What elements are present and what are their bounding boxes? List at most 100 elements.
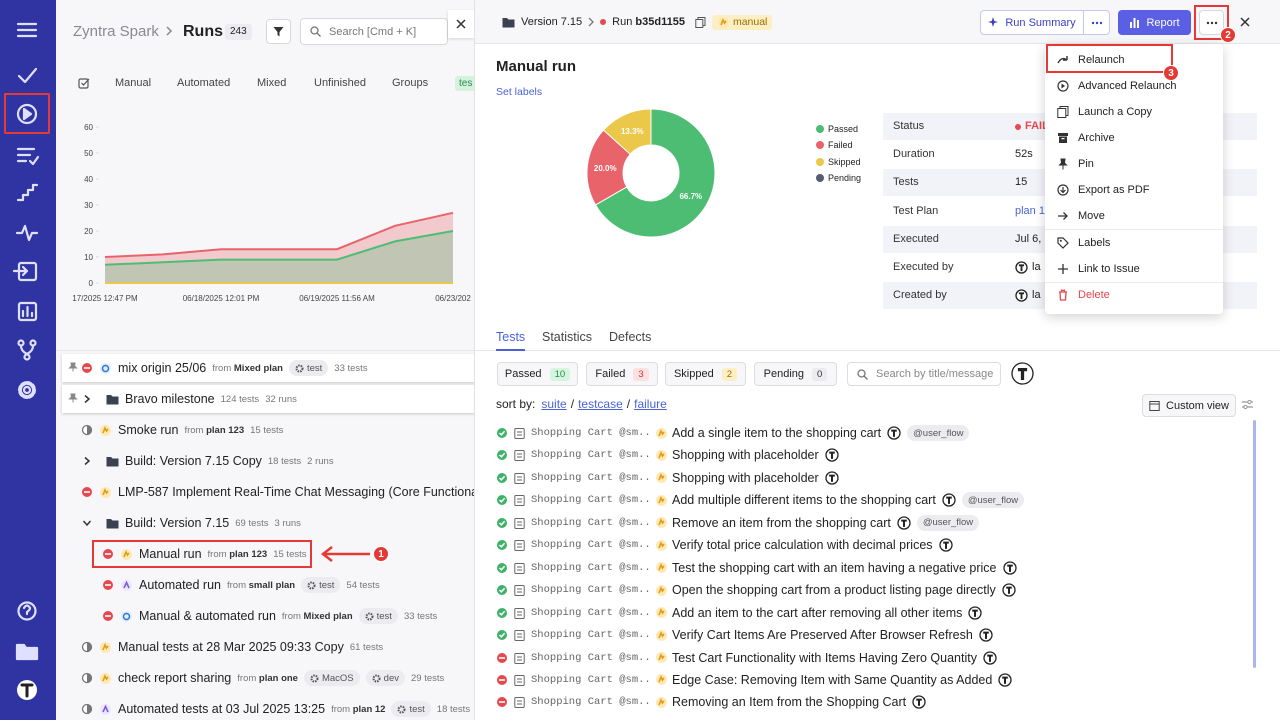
test-row[interactable]: Shopping Cart @sm... Removing an Item fro… bbox=[496, 693, 926, 711]
test-row[interactable]: Shopping Cart @sm... Verify total price c… bbox=[496, 536, 953, 554]
menu-item[interactable]: Link to Issue bbox=[1057, 261, 1140, 277]
status-filter[interactable]: Pending 0 bbox=[754, 362, 837, 386]
summary-more-button[interactable] bbox=[1083, 10, 1110, 35]
annotation-box bbox=[1194, 5, 1229, 40]
help-icon[interactable] bbox=[17, 601, 37, 621]
icon-part bbox=[87, 425, 92, 435]
run-row[interactable]: Manual run from plan 123 15 tests bbox=[102, 544, 307, 564]
test-row[interactable]: Shopping Cart @sm... Open the shopping ca… bbox=[496, 581, 1016, 599]
filter-tab[interactable]: Manual bbox=[115, 77, 152, 89]
avatar bbox=[998, 673, 1012, 687]
run-row[interactable]: Smoke run from plan 123 15 tests bbox=[81, 420, 283, 440]
group-row[interactable]: Build: Version 7.15 Copy 18 tests 2 runs bbox=[82, 451, 334, 471]
steps-icon[interactable] bbox=[16, 183, 39, 202]
close-button[interactable] bbox=[1240, 17, 1250, 27]
run-row[interactable]: check report sharing from plan one MacOS de… bbox=[81, 668, 444, 688]
test-title[interactable]: Add multiple different items to the shop… bbox=[672, 493, 936, 508]
test-row[interactable]: Shopping Cart @sm... Edge Case: Removing … bbox=[496, 671, 1012, 689]
group-row[interactable]: Bravo milestone 124 tests 32 runs bbox=[82, 389, 297, 409]
set-labels-link[interactable]: Set labels bbox=[496, 86, 543, 98]
icon-part bbox=[87, 673, 92, 683]
menu-item[interactable]: Move bbox=[1057, 208, 1105, 224]
menu-item[interactable]: Launch a Copy bbox=[1057, 104, 1152, 120]
custom-view-button[interactable]: Custom view bbox=[1142, 394, 1236, 417]
run-summary-button[interactable]: Run Summary bbox=[980, 10, 1084, 35]
run-row[interactable]: Manual tests at 28 Mar 2025 09:33 Copy 61… bbox=[81, 637, 383, 657]
import-icon[interactable] bbox=[12, 261, 38, 282]
run-row[interactable]: mix origin 25/06 from Mixed plan test 33 te… bbox=[81, 358, 368, 378]
test-title[interactable]: Shopping with placeholder bbox=[672, 470, 819, 485]
test-row[interactable]: Shopping Cart @sm... Test the shopping ca… bbox=[496, 559, 1017, 577]
run-row[interactable]: Manual & automated run from Mixed plan tes… bbox=[102, 606, 437, 626]
test-title[interactable]: Add a single item to the shopping cart bbox=[672, 426, 882, 440]
folder-icon[interactable] bbox=[15, 643, 39, 661]
legend-label: Failed bbox=[828, 140, 853, 151]
branch-icon[interactable] bbox=[17, 339, 37, 361]
test-title[interactable]: Test Cart Functionality with Items Havin… bbox=[672, 650, 977, 665]
menu-item[interactable]: Labels bbox=[1057, 235, 1110, 251]
menu-item[interactable]: Advanced Relaunch bbox=[1057, 78, 1176, 94]
test-title[interactable]: Verify Cart Items Are Preserved After Br… bbox=[672, 628, 973, 643]
filter-button[interactable] bbox=[266, 19, 291, 44]
run-row[interactable]: Automated run from small plan test 54 tests bbox=[102, 575, 380, 595]
run-tab[interactable]: Statistics bbox=[542, 330, 593, 344]
close-button[interactable] bbox=[448, 10, 474, 38]
logo[interactable] bbox=[17, 680, 37, 700]
assignee-filter[interactable] bbox=[1011, 362, 1034, 385]
filter-tab[interactable]: Automated bbox=[177, 77, 231, 89]
test-title[interactable]: Verify total price calculation with deci… bbox=[672, 538, 933, 553]
project-name[interactable]: Zyntra Spark bbox=[73, 23, 159, 40]
test-row[interactable]: Shopping Cart @sm... Add multiple differe… bbox=[496, 491, 1025, 509]
filter-label: Skipped bbox=[673, 368, 714, 380]
sort-option[interactable]: failure bbox=[634, 397, 667, 411]
test-row[interactable]: Shopping Cart @sm... Shopping with placeh… bbox=[496, 469, 839, 487]
test-title[interactable]: Edge Case: Removing Item with Same Quant… bbox=[672, 672, 993, 687]
filter-tab[interactable]: Mixed bbox=[257, 77, 287, 89]
check-icon[interactable] bbox=[17, 67, 38, 84]
tests-icon[interactable] bbox=[16, 147, 40, 166]
menu-icon[interactable] bbox=[16, 22, 38, 38]
test-row[interactable]: Shopping Cart @sm... Test Cart Functional… bbox=[496, 649, 997, 667]
view-settings[interactable] bbox=[1242, 399, 1253, 410]
runs-icon[interactable] bbox=[16, 103, 38, 125]
menu-item[interactable]: Export as PDF bbox=[1057, 182, 1150, 198]
status-filter[interactable]: Passed 10 bbox=[497, 362, 578, 386]
test-row[interactable]: Shopping Cart @sm... Add an item to the c… bbox=[496, 604, 983, 622]
sort-option[interactable]: suite bbox=[541, 397, 567, 411]
search-box[interactable]: Search [Cmd + K] bbox=[300, 18, 448, 45]
status-filter[interactable]: Failed 3 bbox=[586, 362, 658, 386]
test-row[interactable]: Shopping Cart @sm... Add a single item to… bbox=[496, 424, 970, 442]
group-row[interactable]: Build: Version 7.15 69 tests 3 runs bbox=[82, 513, 301, 533]
test-title[interactable]: Removing an Item from the Shopping Cart bbox=[672, 695, 907, 710]
filter-tab[interactable]: Groups bbox=[392, 77, 429, 89]
pulse-icon[interactable] bbox=[15, 224, 39, 242]
test-title[interactable]: Remove an item from the shopping cart bbox=[672, 515, 891, 530]
report-button[interactable]: Report bbox=[1118, 10, 1191, 35]
test-row[interactable]: Shopping Cart @sm... Remove an item from … bbox=[496, 514, 980, 532]
filter-tab[interactable]: Unfinished bbox=[314, 77, 366, 89]
status-filter[interactable]: Skipped 2 bbox=[665, 362, 746, 386]
filter-tab-tag[interactable]: tes bbox=[455, 76, 474, 91]
test-search[interactable]: Search by title/message bbox=[847, 362, 1001, 386]
test-title[interactable]: Add an item to the cart after removing a… bbox=[672, 605, 963, 620]
sort-option[interactable]: testcase bbox=[578, 397, 623, 411]
menu-item[interactable]: Pin bbox=[1057, 156, 1094, 172]
version-link[interactable]: Version 7.15 bbox=[521, 16, 583, 28]
settings-icon[interactable] bbox=[18, 381, 36, 399]
test-row[interactable]: Shopping Cart @sm... Verify Cart Items Ar… bbox=[496, 626, 993, 644]
test-row[interactable]: Shopping Cart @sm... Shopping with placeh… bbox=[496, 446, 839, 464]
menu-item[interactable]: Relaunch bbox=[1057, 52, 1124, 68]
test-title[interactable]: Shopping with placeholder bbox=[672, 448, 819, 463]
run-tab[interactable]: Defects bbox=[609, 330, 652, 344]
run-tab[interactable]: Tests bbox=[496, 330, 526, 344]
run-plan: from Mixed plan bbox=[282, 611, 353, 622]
menu-item[interactable]: Delete bbox=[1057, 287, 1110, 303]
run-row[interactable]: LMP-587 Implement Real-Time Chat Messagi… bbox=[81, 482, 474, 502]
menu-item[interactable]: Archive bbox=[1057, 130, 1115, 146]
test-title[interactable]: Open the shopping cart from a product li… bbox=[672, 583, 996, 598]
run-row[interactable]: Automated tests at 03 Jul 2025 13:25 from… bbox=[81, 699, 470, 719]
test-title[interactable]: Test the shopping cart with an item havi… bbox=[672, 560, 997, 575]
analytics-icon[interactable] bbox=[17, 301, 38, 322]
run-name: Automated tests at 03 Jul 2025 13:25 bbox=[118, 702, 326, 716]
more-button[interactable] bbox=[1199, 10, 1224, 35]
